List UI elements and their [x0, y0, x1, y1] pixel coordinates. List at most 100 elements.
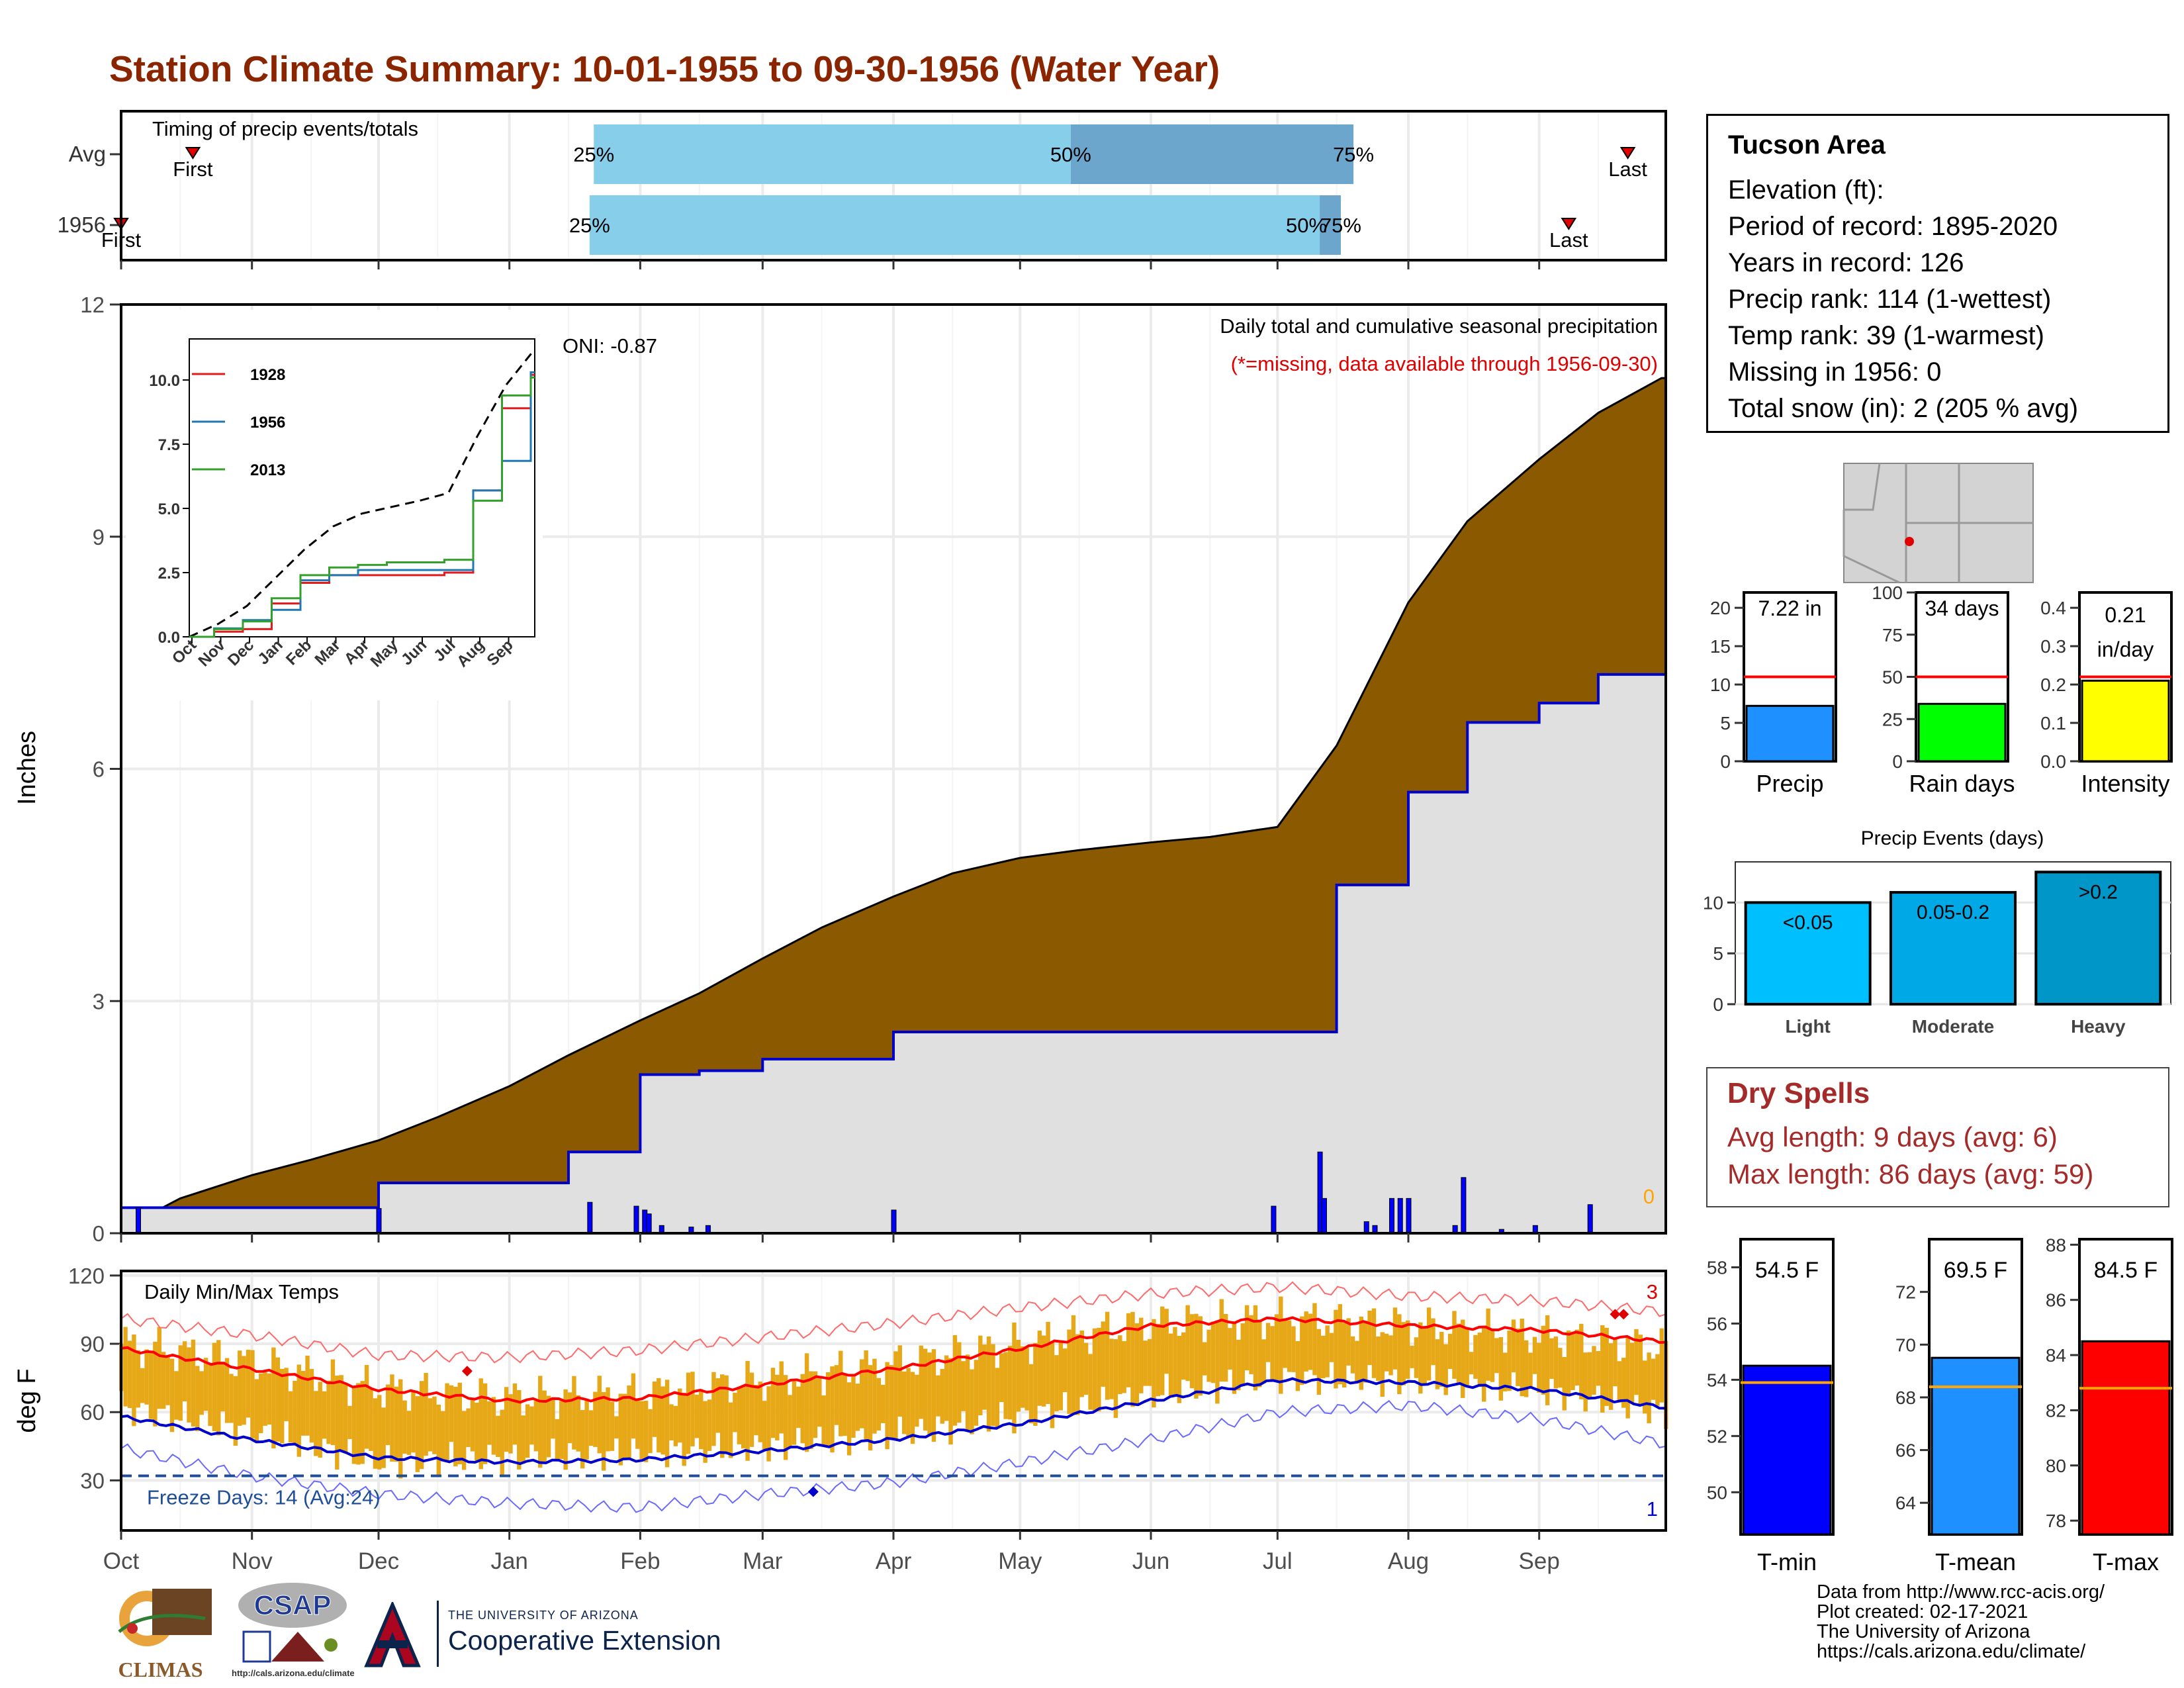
daily-temp-bar — [271, 1347, 276, 1449]
daily-temp-bar — [1435, 1339, 1440, 1389]
daily-temp-bar — [259, 1373, 263, 1433]
university-a-icon[interactable] — [363, 1600, 422, 1668]
daily-temp-bar — [1037, 1331, 1042, 1406]
temp-gauge-tick-label: 82 — [2046, 1400, 2066, 1421]
daily-temp-bar — [1418, 1322, 1423, 1394]
daily-temp-bar — [851, 1374, 856, 1438]
month-label: Dec — [358, 1548, 399, 1574]
daily-temp-bar — [1236, 1339, 1241, 1391]
daily-temp-bar — [428, 1398, 433, 1452]
daily-temp-bar — [1160, 1306, 1165, 1395]
precip-events-category: Heavy — [2071, 1016, 2126, 1037]
daily-temp-bar — [1520, 1319, 1524, 1397]
daily-temp-bar — [664, 1380, 670, 1468]
precip-gauge-tick-label: 75 — [1882, 625, 1903, 645]
timing-pct-75: 75% — [1333, 143, 1374, 166]
inset-y-tick-label: 7.5 — [158, 436, 180, 454]
daily-temp-bar — [529, 1406, 534, 1445]
daily-temp-bar — [1050, 1342, 1055, 1429]
daily-temp-bar — [1088, 1354, 1093, 1410]
daily-temp-bar — [788, 1395, 792, 1448]
daily-temp-bar — [1206, 1329, 1211, 1382]
daily-temp-bar — [1126, 1313, 1131, 1387]
daily-precip-bar — [1397, 1197, 1403, 1234]
daily-temp-bar — [868, 1365, 873, 1451]
gauge-rain-days: 0 25 50 75 100 34 days Rain days — [1872, 583, 2015, 797]
dry-spells-title: Dry Spells — [1727, 1077, 1870, 1109]
inset-frame — [189, 338, 535, 637]
temp-y-tick-label: 120 — [68, 1264, 105, 1288]
daily-temp-bar — [965, 1354, 970, 1430]
precip-gauge-value-bar — [1745, 704, 1835, 763]
daily-temp-bar — [733, 1392, 737, 1432]
precip-gauge-value-bar — [1917, 702, 2007, 763]
daily-temp-bar — [1265, 1323, 1271, 1362]
daily-temp-bar — [475, 1402, 479, 1461]
daily-temp-bar — [1291, 1326, 1296, 1372]
coop-extension-logo[interactable]: THE UNIVERSITY OF ARIZONA Cooperative Ex… — [437, 1601, 721, 1667]
daily-temp-bar — [1553, 1336, 1559, 1389]
station-elevation: Elevation (ft): — [1728, 175, 1884, 205]
climas-logo[interactable]: CLIMAS — [106, 1582, 215, 1681]
daily-temp-bar — [521, 1415, 525, 1464]
daily-temp-bar — [839, 1350, 843, 1436]
daily-temp-bar — [1532, 1336, 1537, 1374]
daily-temp-bar — [178, 1345, 183, 1421]
daily-temp-bar — [643, 1400, 649, 1462]
station-period: Period of record: 1895-2020 — [1728, 212, 2058, 241]
daily-temp-bar — [1185, 1305, 1190, 1382]
climas-logo-mark — [118, 1589, 212, 1646]
daily-temp-bar — [500, 1409, 504, 1476]
inset-legend-label: 2013 — [250, 461, 285, 479]
daily-temp-bar — [1143, 1340, 1148, 1386]
precip-gauge-tick-label: 15 — [1710, 636, 1731, 657]
daily-temp-bar — [195, 1366, 200, 1431]
daily-temp-bar — [275, 1357, 280, 1442]
daily-temp-bar — [153, 1341, 158, 1427]
daily-temp-bar — [720, 1374, 725, 1458]
daily-temp-bar — [1528, 1352, 1533, 1387]
footer-credits: Data from http://www.rcc-acis.org/ Plot … — [1817, 1582, 2105, 1662]
daily-temp-bar — [199, 1371, 204, 1415]
daily-temp-bar — [1244, 1305, 1250, 1371]
daily-temp-bar — [364, 1365, 369, 1449]
daily-temp-bar — [948, 1358, 953, 1445]
daily-temp-bar — [1422, 1327, 1427, 1385]
daily-temp-bar — [478, 1378, 483, 1470]
temp-panel-label: Daily Min/Max Temps — [144, 1280, 339, 1303]
daily-temp-bar — [567, 1392, 572, 1444]
temp-gauge-value: 69.5 F — [1944, 1258, 2007, 1283]
daily-temp-bar — [593, 1391, 598, 1447]
daily-temp-bar — [347, 1405, 352, 1439]
daily-temp-bar — [1516, 1328, 1520, 1386]
precip-gauge-tick-label: 50 — [1882, 667, 1903, 688]
temp-gauge-tick-label: 84 — [2046, 1345, 2066, 1366]
daily-temp-bar — [546, 1395, 551, 1458]
avg-cumulative-area — [120, 377, 1667, 1235]
precip-gauge-value: 0.21 — [2105, 603, 2146, 627]
inset-y-tick-label: 10.0 — [149, 372, 180, 390]
daily-temp-bar — [1071, 1315, 1076, 1415]
daily-temp-bar — [580, 1410, 585, 1469]
temp-gauge-tick-label: 66 — [1895, 1440, 1916, 1461]
daily-temp-bar — [686, 1372, 691, 1454]
daily-temp-bar — [1240, 1323, 1245, 1386]
daily-temp-bar — [660, 1386, 665, 1455]
last-label: Last — [1549, 228, 1588, 252]
freeze-days-label: Freeze Days: 14 (Avg:24) — [147, 1485, 381, 1509]
inset-legend-label: 1928 — [250, 366, 285, 384]
daily-temp-bar — [1507, 1330, 1512, 1391]
daily-temp-bar — [411, 1391, 416, 1453]
daily-temp-bar — [1024, 1346, 1029, 1411]
coop-extension-small: THE UNIVERSITY OF ARIZONA — [448, 1609, 639, 1622]
daily-temp-bar — [796, 1386, 801, 1429]
daily-precip-bar — [587, 1201, 593, 1234]
last-label: Last — [1608, 158, 1647, 181]
daily-temp-bar — [1101, 1321, 1105, 1387]
daily-temp-bar — [1388, 1335, 1393, 1376]
daily-temp-bar — [1177, 1335, 1182, 1403]
daily-temp-bar — [1447, 1333, 1453, 1370]
timing-bar-25-50 — [589, 195, 1320, 255]
csap-logo[interactable]: CSAP http://cals.arizona.edu/climate — [232, 1579, 355, 1685]
temp-y-axis-label: deg F — [13, 1368, 41, 1432]
